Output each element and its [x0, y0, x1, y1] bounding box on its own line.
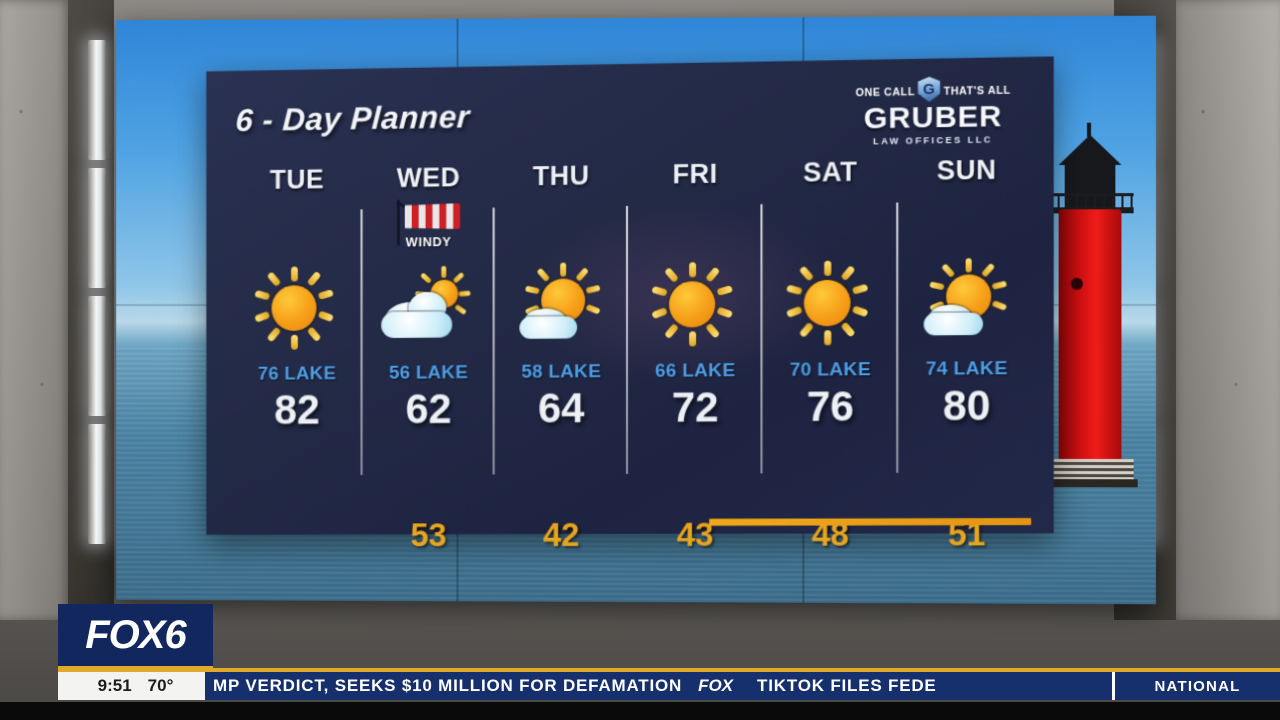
low-temp: 42 [542, 516, 580, 554]
alert-slot: WINDY [363, 193, 495, 256]
forecast-column-fri: FRI [628, 158, 763, 520]
weather-icon-slot [898, 248, 1035, 354]
alert-slot [628, 189, 763, 253]
light-strip-left-3 [88, 296, 106, 416]
light-strip-left-2 [88, 168, 106, 288]
shield-icon: G [918, 77, 940, 103]
alert-slot [898, 186, 1035, 250]
letterbox-bar [0, 702, 1280, 720]
six-day-planner-panel: 6 - Day Planner ONE CALL G THAT'S ALL GR… [206, 56, 1054, 553]
weather-icon-slot [232, 256, 363, 360]
weather-icon-slot [495, 253, 628, 358]
sponsor-logo: ONE CALL G THAT'S ALL GRUBER LAW OFFICES… [841, 79, 1025, 147]
low-temp: 43 [676, 515, 714, 553]
sun-icon [645, 261, 745, 348]
logo-gold-rule [58, 666, 213, 672]
high-temp: 62 [405, 385, 452, 433]
concrete-wall-left [0, 0, 70, 620]
light-strip-left-4 [88, 424, 106, 544]
day-label: WED [396, 162, 461, 194]
page-title: 6 - Day Planner [234, 98, 471, 139]
sponsor-tagline-right: THAT'S ALL [943, 84, 1011, 98]
alert-slot [495, 191, 628, 255]
high-temp: 82 [274, 386, 320, 433]
high-temp: 64 [537, 384, 585, 432]
time-temp-bug: 9:51 70° [58, 672, 213, 700]
concrete-wall-right [1170, 0, 1280, 620]
alert-label: WINDY [405, 234, 452, 250]
sun-cloud-icon [916, 258, 1018, 346]
weekend-highlight-bar [708, 518, 1032, 526]
day-label: SUN [936, 154, 997, 186]
day-label: SAT [803, 156, 858, 188]
lake-temp: 76 LAKE [257, 363, 337, 385]
lake-temp: 74 LAKE [925, 358, 1008, 380]
lake-temp: 66 LAKE [654, 360, 736, 382]
sun-cloud-icon [512, 262, 611, 349]
weather-icon-slot [363, 254, 495, 359]
light-strip-left-1 [88, 40, 106, 160]
ticker-headline-2: TIKTOK FILES FEDE [757, 676, 937, 695]
station-logo: FOX6 [58, 604, 213, 666]
alert-slot [763, 187, 899, 251]
weather-icon-slot [763, 250, 899, 356]
high-temp: 72 [671, 383, 719, 431]
forecast-column-tue: TUE [232, 164, 363, 521]
day-label: FRI [672, 158, 718, 190]
ticker-headline-1: MP VERDICT, SEEKS $10 MILLION FOR DEFAMA… [213, 676, 683, 695]
forecast-column-sun: SUN [898, 154, 1035, 519]
lower-third: FOX6 9:51 70° MP VERDICT, SEEKS $10 MILL… [0, 600, 1280, 720]
day-label: TUE [269, 164, 325, 195]
low-temp: 53 [410, 516, 447, 554]
lake-temp: 70 LAKE [789, 359, 871, 381]
ticker-brand: FOX [698, 676, 734, 695]
forecast-column-wed: WED WINDY [363, 162, 495, 521]
lake-temp: 56 LAKE [388, 362, 469, 384]
high-temp: 76 [806, 382, 854, 431]
sun-icon [248, 265, 346, 351]
station-logo-text: FOX6 [85, 612, 186, 657]
sun-icon [780, 259, 881, 347]
news-ticker[interactable]: MP VERDICT, SEEKS $10 MILLION FOR DEFAMA… [205, 672, 1280, 700]
alert-slot [232, 195, 363, 258]
lake-temp: 58 LAKE [521, 361, 602, 383]
windsock-icon [391, 199, 466, 246]
day-label: THU [532, 160, 590, 192]
forecast-column-thu: THU [495, 160, 628, 520]
weather-icon-slot [628, 251, 763, 357]
ticker-gold-rule [205, 668, 1280, 672]
ticker-section-badge[interactable]: NATIONAL [1112, 672, 1280, 700]
video-wall: 6 - Day Planner ONE CALL G THAT'S ALL GR… [116, 15, 1156, 605]
lighthouse-icon [1044, 122, 1138, 488]
current-temp: 70° [147, 676, 174, 695]
clock-time: 9:51 [97, 676, 132, 695]
forecast-column-sat: SAT [763, 156, 899, 520]
ticker-section-label: NATIONAL [1154, 677, 1241, 695]
forecast-columns: TUE [232, 154, 1036, 521]
cloud-sun-icon [379, 264, 478, 350]
sponsor-subtitle: LAW OFFICES LLC [873, 134, 993, 147]
high-temp: 80 [942, 381, 991, 430]
sponsor-name: GRUBER [863, 99, 1003, 136]
sponsor-tagline-left: ONE CALL [855, 85, 915, 99]
